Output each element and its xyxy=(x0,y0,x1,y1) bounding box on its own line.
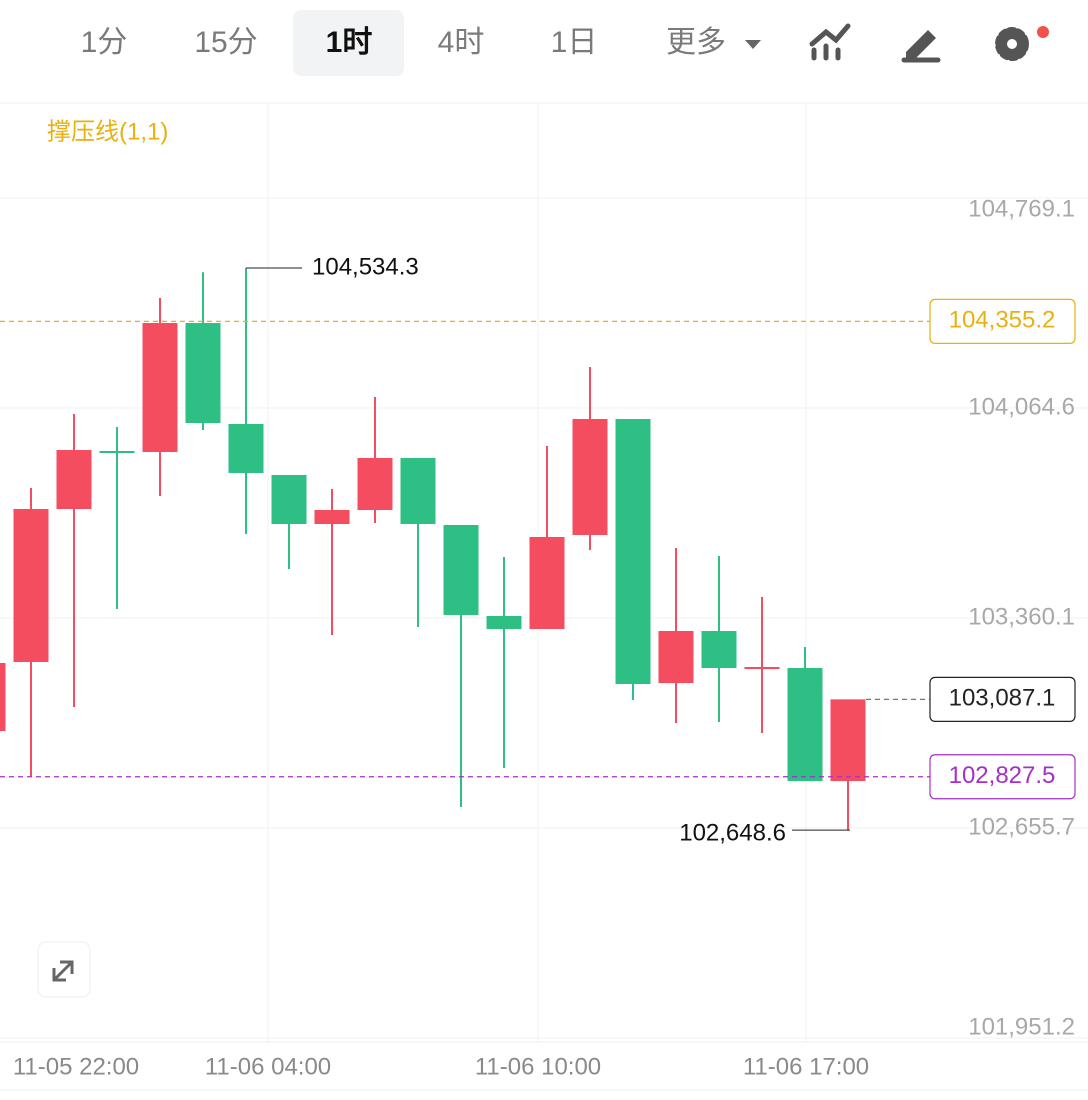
candle-body xyxy=(357,457,393,511)
x-tick-label: 11-05 22:00 xyxy=(13,1053,139,1080)
price-tag-label: 104,355.2 xyxy=(949,307,1056,334)
candle-body xyxy=(142,323,178,453)
high-label: 104,534.3 xyxy=(312,253,419,280)
timeframe-tab[interactable]: 1时 xyxy=(326,26,373,59)
timeframe-tab[interactable]: 1日 xyxy=(551,26,598,59)
candle-body xyxy=(185,323,221,424)
y-tick-label: 101,951.2 xyxy=(968,1013,1075,1040)
x-tick-label: 11-06 17:00 xyxy=(743,1053,869,1080)
x-tick-label: 11-06 04:00 xyxy=(205,1053,331,1080)
candle-body xyxy=(787,668,823,782)
dropdown-arrow xyxy=(745,40,761,49)
indicator-label: 撑压线(1,1) xyxy=(47,118,168,145)
candle-body xyxy=(658,630,694,684)
y-tick-label: 104,769.1 xyxy=(968,195,1075,222)
notice-dot xyxy=(1037,26,1049,38)
timeframe-tab[interactable]: 4时 xyxy=(438,26,485,59)
expand-icon xyxy=(52,960,74,982)
candle-body xyxy=(56,450,92,509)
price-tag xyxy=(929,676,1076,722)
candle-body xyxy=(443,525,479,615)
timeframe-tab[interactable]: 更多 xyxy=(666,26,726,59)
settings-icon-hole xyxy=(1007,39,1017,49)
x-tick-label: 11-06 10:00 xyxy=(475,1053,601,1080)
candle-body xyxy=(13,508,49,662)
candle-body xyxy=(701,630,737,669)
candle-body xyxy=(314,510,350,524)
candle-body xyxy=(830,699,866,782)
timeframe-tab[interactable]: 15分 xyxy=(194,26,257,59)
candle-body xyxy=(572,419,608,535)
candle-body xyxy=(400,457,436,524)
price-tag xyxy=(929,754,1076,800)
price-tag xyxy=(929,298,1076,344)
candle-body xyxy=(271,474,307,524)
candle-body xyxy=(615,419,651,684)
candle-body xyxy=(228,423,264,473)
price-tag-label: 102,827.5 xyxy=(949,762,1056,789)
y-tick-label: 103,360.1 xyxy=(968,603,1075,630)
candle-body xyxy=(744,667,780,670)
price-tag-label: 103,087.1 xyxy=(949,685,1056,712)
candle-body xyxy=(99,450,135,453)
selected-tab-bg xyxy=(293,10,404,76)
candle-body xyxy=(0,663,6,731)
candle-body xyxy=(486,616,522,629)
candle-body xyxy=(529,536,565,629)
indicator-icon[interactable] xyxy=(809,23,851,47)
draw-icon[interactable] xyxy=(906,30,936,60)
y-tick-label: 102,655.7 xyxy=(968,813,1075,840)
toolbar-icons xyxy=(809,23,1029,63)
y-tick-label: 104,064.6 xyxy=(968,393,1075,420)
timeframe-tab[interactable]: 1分 xyxy=(81,26,128,59)
low-label: 102,648.6 xyxy=(679,819,786,846)
